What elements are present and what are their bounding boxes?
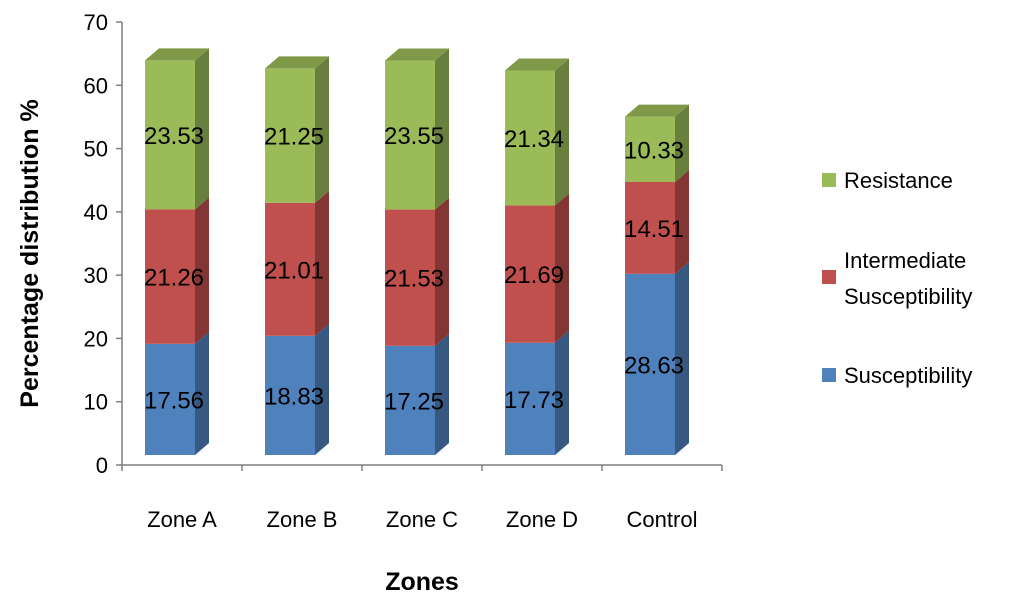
bar-segment-side (315, 323, 329, 455)
legend-swatch (822, 173, 836, 187)
bar-stack: 17.25 21.53 23.55 (384, 48, 449, 455)
y-axis-title: Percentage distribution % (16, 99, 44, 407)
bar-segment-side (435, 333, 449, 455)
legend-label: Susceptibility (844, 363, 972, 388)
y-tick-label: 10 (84, 390, 108, 415)
bar-segment (625, 181, 675, 274)
bar-top-face (265, 56, 329, 69)
bar-top-face (505, 58, 569, 71)
data-label: 21.69 (504, 262, 564, 289)
bar-segment (145, 343, 195, 455)
y-tick-label: 20 (84, 326, 108, 351)
bar-segment-side (675, 261, 689, 455)
data-label: 21.26 (144, 265, 204, 292)
data-label: 14.51 (624, 216, 684, 243)
y-tick-label: 0 (96, 453, 108, 478)
bar-stack: 28.63 14.51 10.33 (624, 104, 689, 455)
bar-segment-side (195, 331, 209, 455)
bar-segment (505, 70, 555, 206)
x-tick-label: Zone D (506, 507, 578, 532)
data-label: 18.83 (264, 383, 324, 410)
data-label: 21.25 (264, 124, 324, 151)
axes: 0 10 20 30 40 50 60 70 (84, 10, 723, 478)
data-label: 17.56 (144, 387, 204, 414)
bar-segment-side (315, 56, 329, 203)
data-label: 23.55 (384, 123, 444, 150)
bar-segment-side (675, 104, 689, 182)
data-label: 28.63 (624, 352, 684, 379)
legend-label: Resistance (844, 168, 953, 193)
y-tick-label: 40 (84, 200, 108, 225)
legend-swatch (822, 368, 836, 382)
bar-segment (265, 335, 315, 455)
x-tick-label: Control (627, 507, 698, 532)
legend-label: Susceptibility (844, 284, 972, 309)
x-tick-label: Zone C (386, 507, 458, 532)
bar-stack: 17.56 21.26 23.53 (144, 48, 209, 455)
bar-segment (265, 202, 315, 336)
legend-swatch (822, 270, 836, 284)
data-label: 23.53 (144, 123, 204, 150)
data-label: 17.25 (384, 388, 444, 415)
bar-segment-side (195, 48, 209, 210)
bar-segment (265, 68, 315, 203)
plot-area: 17.56 21.26 23.53 Zone A 18.83 21.01 21.25 Zone… (144, 48, 697, 532)
legend-item: Susceptibility (822, 363, 972, 388)
y-tick-label: 70 (84, 10, 108, 35)
legend: Resistance Intermediate Susceptibility Susc… (822, 168, 972, 388)
bar-segment-side (675, 169, 689, 274)
bar-segment-side (195, 197, 209, 344)
bar-segment-side (555, 330, 569, 455)
data-label: 21.34 (504, 126, 564, 153)
x-tick-label: Zone B (267, 507, 338, 532)
bar-stack: 17.73 21.69 21.34 (504, 58, 569, 455)
x-axis-title: Zones (385, 568, 459, 596)
bar-stack: 18.83 21.01 21.25 (264, 56, 329, 455)
bar-segment (145, 209, 195, 344)
legend-item: Intermediate Susceptibility (822, 248, 972, 309)
data-label: 21.01 (264, 257, 324, 284)
y-tick-label: 30 (84, 263, 108, 288)
bar-top-face (625, 104, 689, 117)
bar-top-face (385, 48, 449, 61)
data-label: 17.73 (504, 387, 564, 414)
bar-segment (145, 60, 195, 210)
data-label: 21.53 (384, 266, 444, 293)
legend-item: Resistance (822, 168, 953, 193)
legend-label: Intermediate (844, 248, 966, 273)
bar-segment-side (315, 190, 329, 336)
bar-segment-side (555, 193, 569, 343)
bar-segment (625, 116, 675, 182)
bar-segment (385, 60, 435, 210)
bar-segment (505, 342, 555, 455)
bar-segment-side (435, 48, 449, 210)
bar-segment-side (555, 58, 569, 206)
bar-segment (385, 209, 435, 346)
bar-segment (625, 273, 675, 455)
data-label: 10.33 (624, 137, 684, 164)
bar-segment (505, 205, 555, 343)
bar-segment (385, 345, 435, 455)
bar-top-face (145, 48, 209, 61)
y-tick-label: 60 (84, 73, 108, 98)
x-tick-label: Zone A (147, 507, 217, 532)
bar-segment-side (435, 197, 449, 346)
y-tick-label: 50 (84, 137, 108, 162)
